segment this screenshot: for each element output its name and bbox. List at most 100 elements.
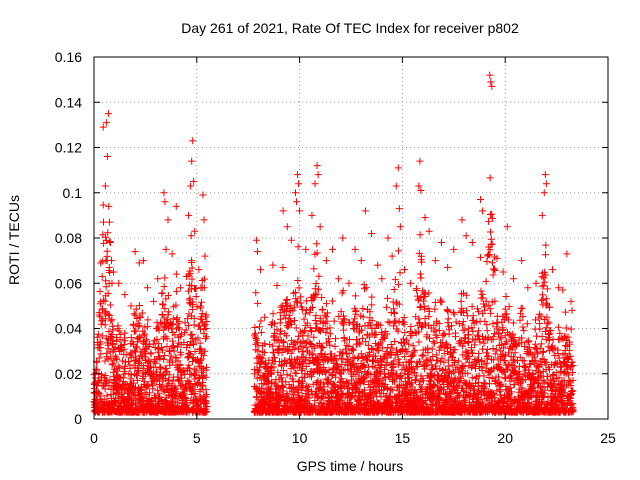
scatter-point <box>313 249 321 257</box>
scatter-point <box>296 361 304 369</box>
scatter-point <box>487 235 495 243</box>
scatter-point <box>383 330 391 338</box>
scatter-point <box>496 381 504 389</box>
scatter-point <box>507 371 515 379</box>
scatter-point <box>164 292 172 300</box>
scatter-point <box>356 340 364 348</box>
scatter-point <box>543 313 551 321</box>
scatter-point <box>192 293 200 301</box>
y-tick-label: 0.16 <box>55 49 82 65</box>
scatter-point <box>187 370 195 378</box>
scatter-point <box>302 245 310 253</box>
scatter-point <box>98 272 106 280</box>
scatter-point <box>158 372 166 380</box>
scatter-point <box>382 348 390 356</box>
scatter-point <box>289 377 297 385</box>
scatter-point <box>545 318 553 326</box>
scatter-point <box>101 182 109 190</box>
scatter-point <box>489 345 497 353</box>
scatter-point <box>150 297 158 305</box>
scatter-point <box>480 372 488 380</box>
scatter-point <box>308 351 316 359</box>
scatter-point <box>202 363 210 371</box>
scatter-point <box>173 314 181 322</box>
scatter-point <box>539 377 547 385</box>
scatter-point <box>458 216 466 224</box>
scatter-point <box>541 251 549 259</box>
scatter-point <box>188 305 196 313</box>
scatter-point <box>182 343 190 351</box>
scatter-point <box>464 354 472 362</box>
scatter-point <box>105 218 113 226</box>
scatter-point <box>202 386 210 394</box>
scatter-point <box>453 382 461 390</box>
scatter-point <box>251 333 259 341</box>
scatter-point <box>359 313 367 321</box>
scatter-point <box>518 339 526 347</box>
scatter-point <box>308 297 316 305</box>
scatter-point <box>200 352 208 360</box>
scatter-point <box>127 375 135 383</box>
scatter-point <box>555 284 563 292</box>
scatter-point <box>510 353 518 361</box>
scatter-point <box>449 349 457 357</box>
scatter-point <box>487 78 495 86</box>
scatter-point <box>198 315 206 323</box>
scatter-point <box>154 275 162 283</box>
scatter-point <box>160 355 168 363</box>
scatter-point <box>172 287 180 295</box>
scatter-point <box>127 302 135 310</box>
scatter-point <box>116 364 124 372</box>
scatter-point <box>300 374 308 382</box>
scatter-point <box>294 277 302 285</box>
scatter-point <box>489 333 497 341</box>
scatter-point <box>258 357 266 365</box>
scatter-point <box>568 408 576 416</box>
scatter-point <box>186 365 194 373</box>
scatter-point <box>313 394 321 402</box>
x-tick-label: 20 <box>497 430 513 446</box>
scatter-point <box>396 372 404 380</box>
scatter-point <box>489 356 497 364</box>
scatter-point <box>450 245 458 253</box>
scatter-point <box>283 371 291 379</box>
scatter-point <box>283 332 291 340</box>
scatter-point <box>178 374 186 382</box>
scatter-point <box>195 266 203 274</box>
scatter-point <box>279 338 287 346</box>
scatter-point <box>374 261 382 269</box>
scatter-point <box>322 328 330 336</box>
scatter-point <box>276 327 284 335</box>
scatter-point <box>366 308 374 316</box>
scatter-point <box>485 301 493 309</box>
scatter-point <box>310 333 318 341</box>
scatter-point <box>257 328 265 336</box>
scatter-point <box>390 286 398 294</box>
scatter-point <box>483 321 491 329</box>
scatter-point <box>482 395 490 403</box>
scatter-point <box>479 207 487 215</box>
scatter-point <box>525 343 533 351</box>
scatter-point <box>102 233 110 241</box>
scatter-point <box>486 246 494 254</box>
scatter-point <box>431 305 439 313</box>
scatter-point <box>544 373 552 381</box>
scatter-point <box>135 259 143 267</box>
scatter-point <box>355 368 363 376</box>
scatter-point <box>390 309 398 317</box>
scatter-point <box>169 342 177 350</box>
scatter-point <box>199 191 207 199</box>
scatter-point <box>349 346 357 354</box>
scatter-point <box>285 311 293 319</box>
scatter-point <box>108 361 116 369</box>
scatter-point <box>107 317 115 325</box>
scatter-point <box>106 301 114 309</box>
scatter-point <box>361 363 369 371</box>
scatter-point <box>542 324 550 332</box>
scatter-point <box>539 348 547 356</box>
scatter-point <box>192 367 200 375</box>
scatter-point <box>477 287 485 295</box>
scatter-point <box>535 380 543 388</box>
scatter-point <box>366 351 374 359</box>
scatter-point <box>103 392 111 400</box>
